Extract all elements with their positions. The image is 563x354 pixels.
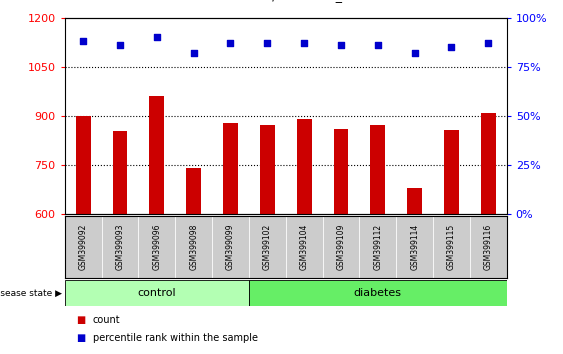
Bar	[101, 216, 138, 278]
Text: GSM399112: GSM399112	[373, 224, 382, 270]
Point	[447, 44, 456, 50]
Bar	[249, 216, 286, 278]
Bar	[76, 116, 91, 214]
Text: GSM399115: GSM399115	[447, 224, 456, 270]
Bar	[359, 216, 396, 278]
Bar	[370, 125, 385, 214]
Point	[484, 40, 493, 46]
Bar	[249, 280, 507, 306]
Point	[115, 42, 124, 48]
Bar	[65, 280, 249, 306]
Text: GSM399098: GSM399098	[189, 224, 198, 270]
Point	[337, 42, 346, 48]
Bar	[149, 96, 164, 214]
Bar	[175, 216, 212, 278]
Bar	[260, 125, 275, 214]
Bar	[470, 216, 507, 278]
Bar	[186, 169, 201, 214]
Bar	[212, 216, 249, 278]
Point	[226, 40, 235, 46]
Bar	[113, 131, 127, 214]
Text: GSM399114: GSM399114	[410, 224, 419, 270]
Text: disease state ▶: disease state ▶	[0, 289, 62, 297]
Text: ■: ■	[76, 315, 85, 325]
Bar	[65, 216, 101, 278]
Point	[189, 50, 198, 56]
Bar	[407, 188, 422, 214]
Point	[153, 34, 162, 40]
Text: GSM399102: GSM399102	[263, 224, 272, 270]
Text: GSM399092: GSM399092	[79, 224, 88, 270]
Text: GSM399096: GSM399096	[153, 224, 162, 270]
Text: GSM399116: GSM399116	[484, 224, 493, 270]
Point	[263, 40, 272, 46]
Text: diabetes: diabetes	[354, 288, 402, 298]
Text: GDS5255 / 1399094_at: GDS5255 / 1399094_at	[209, 0, 354, 2]
Bar	[138, 216, 175, 278]
Bar	[334, 129, 348, 214]
Bar	[481, 113, 495, 214]
Text: ■: ■	[76, 333, 85, 343]
Text: GSM399093: GSM399093	[115, 224, 124, 270]
Text: GSM399099: GSM399099	[226, 224, 235, 270]
Bar	[396, 216, 433, 278]
Bar	[297, 119, 311, 214]
Bar	[223, 123, 238, 214]
Point	[79, 39, 88, 44]
Text: percentile rank within the sample: percentile rank within the sample	[93, 333, 258, 343]
Point	[373, 42, 382, 48]
Bar	[444, 130, 459, 214]
Text: GSM399109: GSM399109	[337, 224, 346, 270]
Text: GSM399104: GSM399104	[300, 224, 309, 270]
Text: count: count	[93, 315, 120, 325]
Point	[300, 40, 309, 46]
Bar	[285, 216, 323, 278]
Bar	[433, 216, 470, 278]
Point	[410, 50, 419, 56]
Bar	[323, 216, 359, 278]
Text: control: control	[137, 288, 176, 298]
